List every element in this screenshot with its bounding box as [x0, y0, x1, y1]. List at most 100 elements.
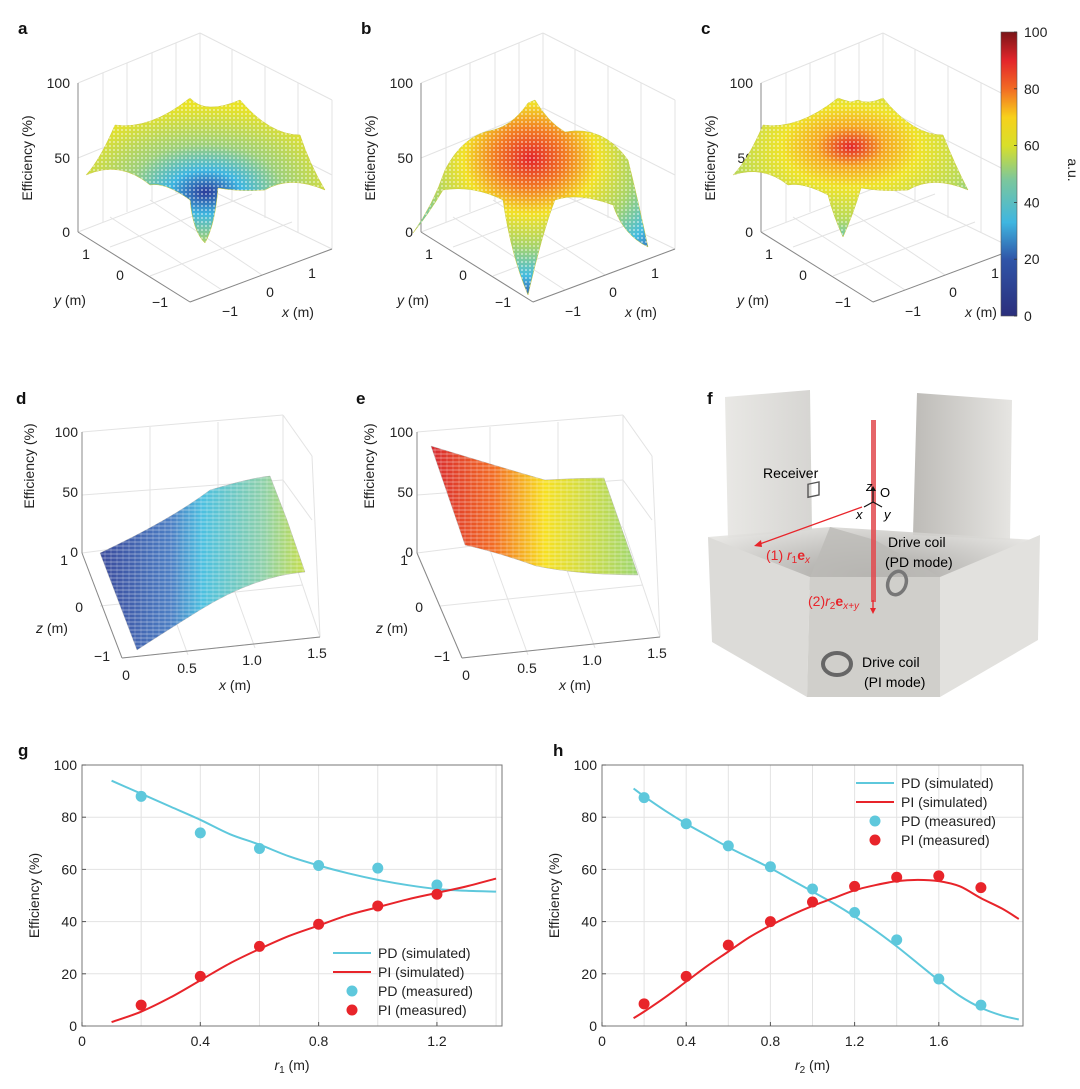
grid-line: [622, 526, 661, 638]
x-axis-label: x (m): [218, 677, 251, 693]
panel-label-c: c: [701, 19, 710, 38]
data-point-pi-measured: [253, 940, 265, 952]
x-axis-label: x (m): [964, 304, 997, 320]
path1-arrow-head-icon: [754, 540, 762, 547]
chart-g: g 0 0.4 0.8 1.2 0 20 40 60 80 100 Efficiency (%) r1 …: [18, 741, 503, 1076]
y-tick-label: 0: [589, 1018, 597, 1034]
data-point-pi-measured: [638, 998, 650, 1010]
y-axis-var: z: [375, 620, 383, 636]
x-axis-sub: 2: [800, 1065, 806, 1076]
panel-label-a: a: [18, 19, 28, 38]
y-axis-unit: (m): [744, 292, 769, 308]
legend-label: PD (measured): [378, 983, 473, 999]
y-axis-label: y (m): [396, 292, 429, 308]
path1-vec-sub: x: [804, 555, 811, 566]
x-axis-var: x: [281, 304, 290, 320]
red-rod: [871, 420, 876, 602]
path1-label: (1) r1ex: [766, 547, 811, 566]
x-axis-sub: 1: [279, 1065, 285, 1076]
data-point-pi-measured: [194, 970, 206, 982]
y-axis-line: [420, 231, 534, 303]
x-axis-unit: (m): [972, 304, 997, 320]
x-axis-var: x: [964, 304, 973, 320]
y-tick-label: 0: [75, 599, 83, 615]
path1-sub: 1: [792, 555, 798, 566]
panel-label-f: f: [707, 389, 713, 408]
data-point-pi-measured: [680, 970, 692, 982]
y-axis-line: [77, 231, 191, 303]
z-axis-label: Efficiency (%): [19, 115, 35, 200]
path2-arrow-head-icon: [870, 608, 876, 614]
y-axis-var: y: [396, 292, 405, 308]
grid-line: [282, 414, 313, 457]
x-tick-label: 0.5: [177, 660, 197, 676]
y-tick-label: −1: [434, 648, 450, 664]
x-tick-label: 0: [78, 1033, 86, 1049]
x-axis-line: [121, 636, 321, 659]
path2-prefix: (2): [808, 593, 825, 609]
colorbar-tick-label: 0: [1024, 308, 1032, 324]
y-axis-label: y (m): [736, 292, 769, 308]
legend-label: PD (simulated): [901, 775, 994, 791]
colorbar-gradient: [1000, 31, 1018, 317]
floor-grid-line: [149, 221, 293, 277]
y-tick-label: 0: [459, 267, 467, 283]
grid-line: [882, 32, 1016, 101]
x-axis-arrow: [863, 501, 874, 508]
receiver-label: Receiver: [763, 465, 819, 481]
grid-line: [651, 455, 661, 638]
panel-label-h: h: [553, 741, 563, 760]
data-point-pi-measured: [722, 939, 734, 951]
y-tick-label: 40: [581, 914, 597, 930]
x-tick-label: 0: [949, 284, 957, 300]
y-axis-unit: (m): [404, 292, 429, 308]
colorbar: 0 20 40 60 80 100 a.u.: [1000, 24, 1080, 324]
data-point-pi-measured: [933, 870, 945, 882]
x-axis-unit: (m): [566, 677, 591, 693]
data-point-pd-measured: [891, 934, 903, 946]
data-point-pi-measured: [135, 999, 147, 1011]
y-tick-label: −1: [94, 648, 110, 664]
x-axis-label: x (m): [624, 304, 657, 320]
colorbar-label: a.u.: [1065, 158, 1080, 181]
data-point-pd-measured: [722, 840, 734, 852]
x-tick-label: 1: [991, 265, 999, 281]
legend-label: PI (measured): [378, 1002, 467, 1018]
surface-mesh-texture: [733, 98, 968, 237]
y-axis-label: Efficiency (%): [26, 853, 42, 938]
y-axis-var: y: [736, 292, 745, 308]
y-tick-label: 1: [60, 552, 68, 568]
y-tick-label: 1: [400, 552, 408, 568]
y-axis-line: [81, 552, 123, 659]
plot-frame: [81, 764, 503, 1027]
x-tick-label: 0: [122, 667, 130, 683]
grid-line: [760, 32, 884, 84]
y-tick-label: 100: [54, 757, 78, 773]
y-tick-label: 100: [574, 757, 598, 773]
y-axis-var: y: [53, 292, 62, 308]
z-axis-label: Efficiency (%): [362, 115, 378, 200]
front-center-wall: [807, 577, 940, 697]
legend-label: PD (measured): [901, 813, 996, 829]
legend-swatch-marker: [869, 815, 881, 827]
y-tick-label: 40: [61, 914, 77, 930]
front-right-wall: [940, 535, 1040, 697]
floor-grid-line: [109, 193, 253, 248]
x-axis-var: r: [795, 1057, 801, 1073]
y-axis-label: z (m): [35, 620, 68, 636]
colorbar-tick-label: 100: [1024, 24, 1048, 40]
origin-label: O: [880, 485, 890, 500]
y-axis-var: z: [35, 620, 43, 636]
x-tick-label: 1: [651, 265, 659, 281]
data-point-pd-measured: [807, 883, 818, 895]
grid-line: [77, 32, 201, 84]
grid-line: [439, 584, 644, 607]
data-point-pi-measured: [372, 900, 384, 912]
floor-grid-line: [492, 221, 636, 277]
x-axis-line: [461, 636, 661, 659]
y-axis-line: [416, 552, 463, 659]
grid-line: [81, 414, 284, 433]
grid-line: [882, 184, 1016, 250]
x-tick-label: 0.8: [761, 1033, 781, 1049]
